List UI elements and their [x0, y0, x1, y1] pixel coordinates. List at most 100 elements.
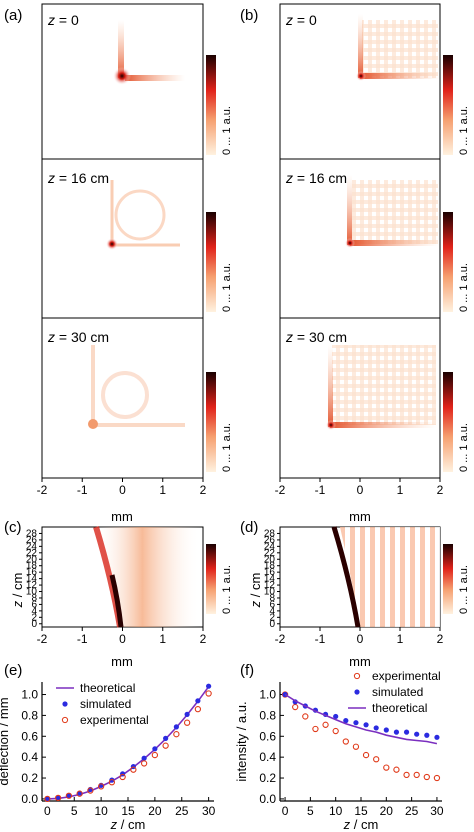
chart-f-experimental-point [352, 743, 360, 750]
z-axis-c-tick-label: 16 [26, 567, 38, 578]
chart-f-x-tick-label: 0 [282, 804, 289, 818]
chart-f-x-label: z / cm [343, 817, 379, 832]
colorbars-b: 0 ... 1 a.u. 0 ... 1 a.u. 0 ... 1 a.u. [443, 55, 470, 472]
chart-e-legend-marker [62, 701, 68, 707]
chart-e-x-tick-label: 0 [44, 804, 51, 818]
z-axis-d-tick-label: 14 [264, 574, 276, 585]
colorbar-b-3 [443, 372, 453, 472]
chart-f-simulated-point [434, 734, 440, 740]
chart-e-x-label: z / cm [110, 817, 146, 832]
z-axis-label-d: z / cm [248, 573, 263, 609]
mm-axis-d-tick-label: -2 [275, 632, 286, 646]
chart-e-simulated-point [55, 795, 61, 801]
chart-e-experimental-point [76, 790, 83, 797]
mm-axis-label-d: mm [349, 654, 371, 669]
colorbar-a-1 [206, 55, 216, 155]
chart-f-y-tick-label: 0.8 [259, 708, 276, 722]
image-b-row3-tail-h [330, 422, 436, 428]
chart-f-y-tick-label: 0.4 [259, 750, 276, 764]
chart-e-simulated-point [206, 683, 212, 689]
z-axis-d-tick-label: 20 [264, 554, 276, 565]
chart-e-y-tick-label: 0.2 [21, 771, 38, 785]
chart-f-x-tick-label: 15 [354, 804, 368, 818]
row-label-b-3: z = 30 cm [285, 329, 347, 345]
image-b-row1-spot [356, 71, 366, 81]
image-b-row3-tail-v [328, 345, 333, 427]
mm-axis-d-tick-label: 0 [357, 632, 364, 646]
z-axis-c-tick-label: 8 [31, 593, 37, 604]
panel-label-f: (f) [240, 662, 254, 679]
chart-e-experimental-point [194, 705, 202, 713]
mm-axis-a-tick-label: 1 [159, 483, 166, 497]
colorbar-a-2 [206, 212, 216, 312]
z-axis-c-tick-label: 28 [26, 528, 38, 539]
mm-axis-d: -2 -1 0 1 2 [275, 627, 444, 646]
chart-f-experimental-point [332, 727, 339, 735]
chart-f-legend-label: experimental [372, 669, 441, 683]
image-a-row3-edges [91, 345, 185, 427]
image-a-row1-tail-h [125, 75, 185, 81]
chart-e-x-tick-label: 15 [121, 804, 135, 818]
panel-d: 0 ... 1 a.u. [279, 526, 470, 628]
panel-label-a: (a) [4, 7, 22, 24]
mm-axis-d-tick-label: 2 [437, 632, 444, 646]
chart-f-experimental-point [312, 725, 319, 733]
zmap-d-fringes [340, 527, 440, 627]
mm-axis-label-a: mm [111, 509, 133, 524]
panel-label-e: (e) [4, 662, 22, 679]
colorbar-b-2 [443, 212, 453, 312]
chart-e-experimental-point [87, 787, 94, 794]
row-label-b-2: z = 16 cm [285, 170, 347, 186]
colorbars-a: 0 ... 1 a.u. 0 ... 1 a.u. 0 ... 1 a.u. [206, 55, 233, 472]
mm-axis-c-tick-label: 1 [159, 632, 166, 646]
chart-f-y-tick-label: 0.0 [259, 792, 276, 806]
image-a-row2-edges [110, 180, 180, 247]
z-axis-c-tick-label: 2 [31, 612, 37, 623]
mm-axis-b-tick-label: -1 [315, 483, 326, 497]
chart-f-x-tick-label: 10 [329, 804, 343, 818]
colorbar-c [206, 544, 216, 614]
colorbar-label-c: 0 ... 1 a.u. [221, 565, 233, 614]
chart-f-y-tick-label: 0.6 [259, 729, 276, 743]
zmap-c-core [109, 574, 124, 628]
chart-f-experimental-point [393, 766, 400, 773]
chart-f-experimental-point [302, 713, 309, 720]
z-axis-c-tick-label: 26 [26, 535, 38, 546]
colorbar-label-a-3: 0 ... 1 a.u. [221, 423, 233, 472]
colorbar-label-b-1: 0 ... 1 a.u. [458, 106, 470, 155]
z-axis-d-tick-label: 0 [269, 619, 275, 630]
chart-e-legend-label: simulated [80, 697, 131, 711]
image-b-row3-spot [326, 420, 336, 430]
chart-f-x-tick-label: 5 [307, 804, 314, 818]
mm-axis-d-tick-label: -1 [315, 632, 326, 646]
mm-axis-b-tick-label: -2 [275, 483, 286, 497]
mm-axis-b-tick-label: 0 [357, 483, 364, 497]
chart-e-x-tick-label: 10 [94, 804, 108, 818]
z-axis-c-tick-label: 20 [26, 554, 38, 565]
chart-e-experimental-point [65, 792, 73, 799]
chart-f-experimental-point [403, 771, 410, 779]
chart-e-legend-label: theoretical [80, 681, 135, 695]
image-b-row2-lattice [352, 180, 438, 244]
mm-axis-a-tick-label: 2 [200, 483, 207, 497]
z-axis-d-tick-label: 2 [269, 612, 275, 623]
chart-f-simulated-point [393, 729, 400, 735]
panel-c: 0 ... 1 a.u. [41, 526, 233, 628]
chart-e-experimental-point [97, 783, 105, 790]
row-labels: z = 0 z = 0 z = 16 cm z = 16 cm z = 30 c… [47, 12, 347, 345]
image-b-row2-tail-h [350, 240, 438, 246]
chart-f-experimental-point [362, 751, 370, 759]
chart-e-experimental-point [54, 794, 62, 802]
chart-f-simulated-point [343, 718, 349, 724]
colorbar-d [443, 544, 453, 614]
colorbar-label-d: 0 ... 1 a.u. [458, 565, 470, 614]
chart-e-simulated-point [44, 796, 50, 802]
image-a-row1-tail-v [118, 20, 124, 78]
chart-e-simulated-point [173, 724, 179, 730]
chart-e-y-tick-label: 0.6 [21, 729, 38, 743]
image-a-row2-spot [106, 238, 118, 250]
z-axis-c-tick-label: 10 [26, 587, 38, 598]
chart-f-simulated-point [414, 731, 420, 737]
chart-f-x-tick-label: 30 [430, 804, 444, 818]
chart-f-y-tick-label: 1.0 [259, 688, 276, 702]
